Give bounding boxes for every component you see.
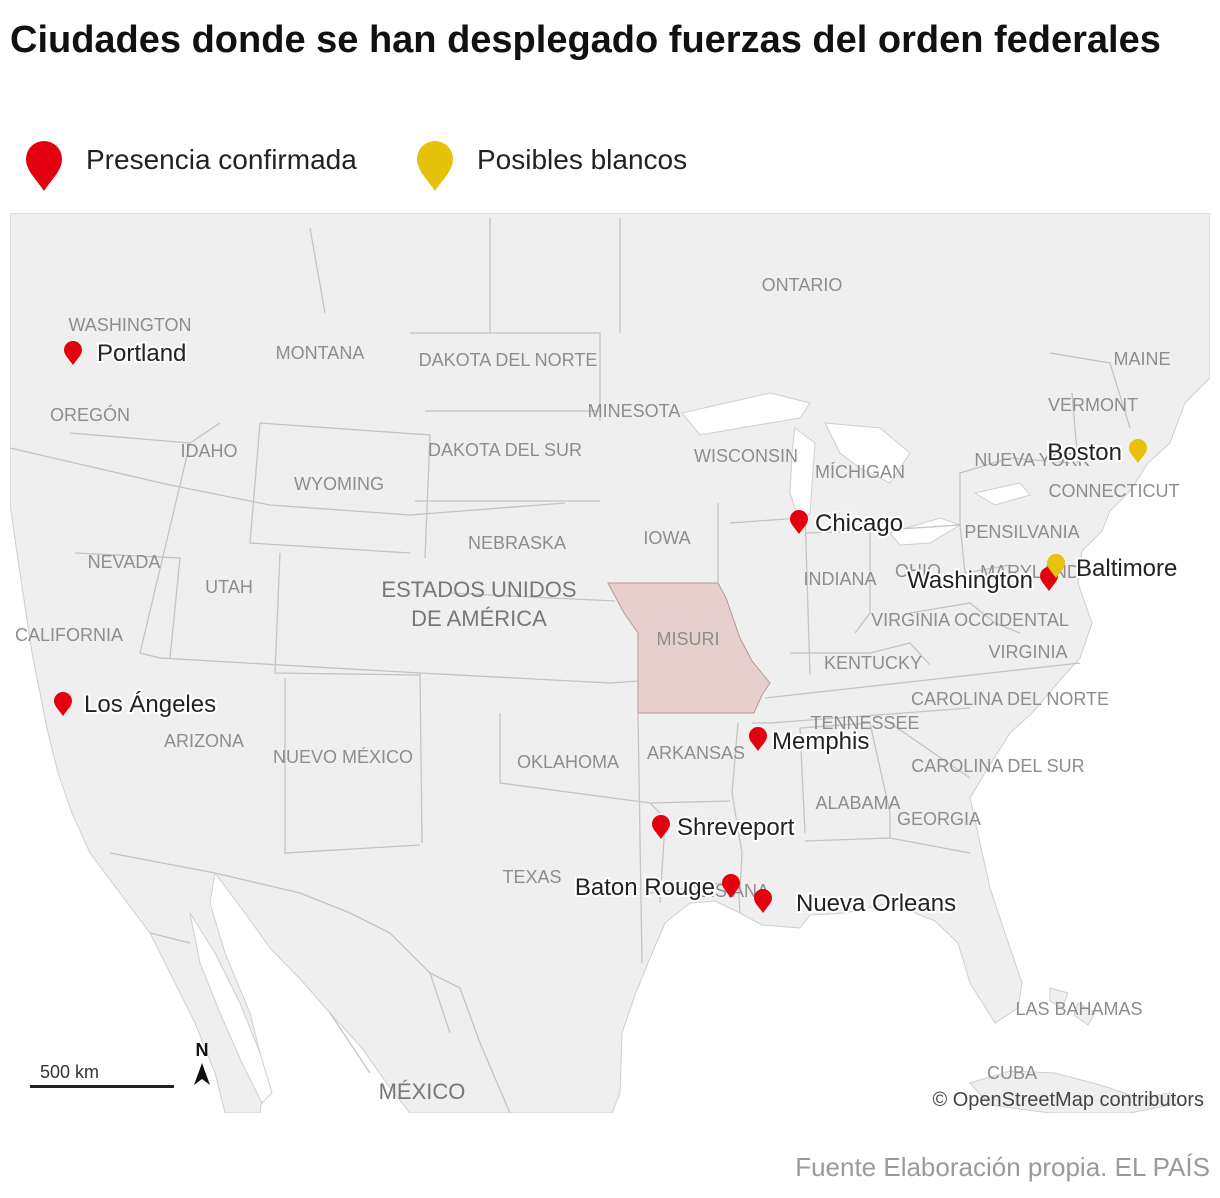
city-marker-baton-rouge[interactable]: Baton Rouge	[573, 872, 740, 903]
north-arrow-icon	[194, 1063, 210, 1085]
scale-label: 500 km	[40, 1062, 100, 1082]
scale-line	[30, 1085, 174, 1088]
legend-label-possible: Posibles blancos	[477, 144, 688, 175]
city-label: Shreveport	[677, 814, 795, 841]
city-label: Baltimore	[1076, 555, 1177, 582]
region-label: MINESOTA	[588, 401, 681, 421]
region-label: GEORGIA	[897, 809, 981, 829]
region-label: DAKOTA DEL SUR	[428, 440, 582, 460]
region-label: LAS BAHAMAS	[1015, 999, 1142, 1019]
region-label: CAROLINA DEL NORTE	[911, 689, 1109, 709]
region-label: MONTANA	[276, 343, 365, 363]
map-pin-icon	[1129, 439, 1147, 463]
region-label: OHIO	[895, 561, 941, 581]
land-mass	[10, 213, 1210, 1113]
city-markers: Portland Los Ángeles Chicago Washington …	[54, 338, 1179, 919]
region-label: CAROLINA DEL SUR	[911, 756, 1084, 776]
region-label: ESTADOS UNIDOS	[381, 577, 576, 602]
city-label: Portland	[97, 340, 186, 367]
north-arrow: N	[190, 1040, 214, 1092]
region-label: MÍCHIGAN	[815, 462, 905, 482]
region-label: ALABAMA	[815, 793, 900, 813]
city-marker-los-angeles[interactable]: Los Ángeles	[54, 689, 218, 720]
region-label: OREGÓN	[50, 404, 130, 425]
region-label: CONNECTICUT	[1049, 481, 1180, 501]
city-label: Washington	[907, 567, 1033, 594]
missouri-state	[607, 582, 771, 714]
region-label: DAKOTA DEL NORTE	[419, 350, 598, 370]
city-label: Chicago	[815, 510, 903, 537]
map-title: Ciudades donde se han desplegado fuerzas…	[10, 19, 1161, 61]
region-label: IDAHO	[180, 441, 237, 461]
city-label: Los Ángeles	[84, 691, 216, 718]
map-pin-icon	[652, 815, 670, 839]
legend-label-confirmed: Presencia confirmada	[86, 144, 357, 175]
region-label: PENSILVANIA	[964, 522, 1079, 542]
map-pin-icon	[722, 874, 740, 898]
region-label: TENNESSEE	[810, 713, 919, 733]
region-label: WASHINGTON	[68, 315, 191, 335]
region-label: MAINE	[1113, 349, 1170, 369]
region-label: VIRGINIA	[988, 642, 1067, 662]
region-label: NUEVA YORK	[974, 450, 1089, 470]
city-marker-baltimore[interactable]: Baltimore	[1047, 553, 1179, 584]
region-label: TEXAS	[502, 867, 561, 887]
region-label: NUEVO MÉXICO	[273, 747, 413, 767]
region-label: INDIANA	[803, 569, 876, 589]
region-label: DE AMÉRICA	[411, 606, 547, 631]
north-label: N	[195, 1040, 209, 1060]
region-label: IOWA	[643, 528, 690, 548]
map-pin-icon	[790, 510, 808, 534]
city-marker-portland[interactable]: Portland	[64, 338, 188, 369]
map-pin-icon	[754, 889, 772, 913]
region-label: OKLAHOMA	[517, 752, 619, 772]
city-marker-nueva-orleans[interactable]: Nueva Orleans	[754, 888, 958, 919]
great-lakes	[681, 392, 1031, 546]
city-marker-memphis[interactable]: Memphis	[749, 726, 871, 757]
region-label: UTAH	[205, 577, 253, 597]
map-pin-icon	[26, 141, 62, 191]
region-label: CUBA	[987, 1063, 1037, 1083]
city-label: Boston	[1047, 439, 1122, 466]
map-pin-icon	[64, 341, 82, 365]
region-label: ONTARIO	[762, 275, 843, 295]
city-marker-shreveport[interactable]: Shreveport	[652, 812, 797, 843]
region-label: MÉXICO	[379, 1079, 466, 1104]
region-label: WISCONSIN	[694, 446, 798, 466]
region-label: MISURI	[657, 629, 720, 649]
region-labels: ONTARIO WASHINGTON MONTANA DAKOTA DEL NO…	[15, 275, 1180, 1104]
map-pin-icon	[54, 692, 72, 716]
source-note: Fuente Elaboración propia. EL PAÍS	[795, 1152, 1210, 1182]
region-label: NEVADA	[88, 552, 161, 572]
city-label: Baton Rouge	[575, 874, 715, 901]
city-marker-chicago[interactable]: Chicago	[790, 508, 905, 539]
map-pin-icon	[749, 727, 767, 751]
city-marker-boston[interactable]: Boston	[1045, 437, 1147, 468]
scale-bar: 500 km	[30, 1062, 174, 1088]
map-pin-icon	[1047, 554, 1065, 578]
region-label: CALIFORNIA	[15, 625, 123, 645]
islands	[969, 987, 1182, 1113]
city-label: Memphis	[772, 728, 869, 755]
region-label: VERMONT	[1048, 395, 1138, 415]
map[interactable]: ONTARIO WASHINGTON MONTANA DAKOTA DEL NO…	[10, 213, 1210, 1113]
region-label: KENTUCKY	[824, 653, 922, 673]
region-label: ARIZONA	[164, 731, 244, 751]
gulf-of-california	[189, 912, 273, 1104]
region-label: ARKANSAS	[647, 743, 745, 763]
region-label: NEBRASKA	[468, 533, 566, 553]
city-label: Nueva Orleans	[796, 890, 956, 917]
region-label: VIRGINIA OCCIDENTAL	[871, 610, 1069, 630]
city-marker-washington[interactable]: Washington	[905, 565, 1058, 596]
map-attribution[interactable]: © OpenStreetMap contributors	[932, 1089, 1204, 1111]
region-label: WYOMING	[294, 474, 384, 494]
map-pin-icon	[417, 141, 453, 191]
